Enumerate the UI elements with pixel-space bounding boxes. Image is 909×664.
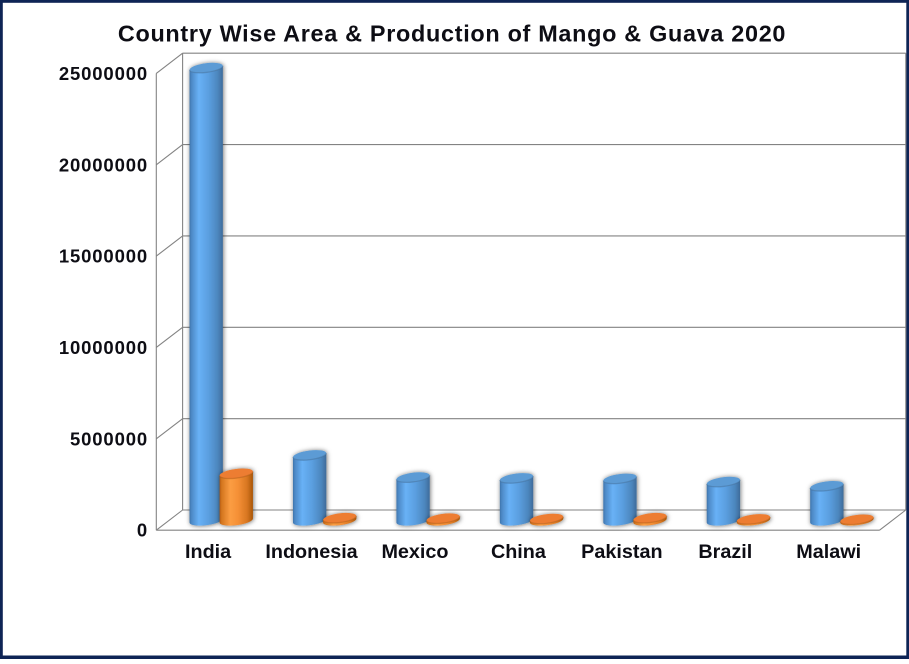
svg-text:Pakistan: Pakistan [581,541,662,563]
svg-text:Malawi: Malawi [796,541,861,563]
svg-text:Brazil: Brazil [698,541,752,563]
svg-text:India: India [185,541,232,563]
svg-text:10000000: 10000000 [59,337,148,358]
svg-text:15000000: 15000000 [59,246,148,267]
svg-text:China: China [491,541,547,563]
svg-text:20000000: 20000000 [59,154,148,175]
svg-text:0: 0 [137,520,148,541]
svg-text:Mexico: Mexico [381,541,448,563]
svg-text:25000000: 25000000 [59,63,148,84]
svg-text:Indonesia: Indonesia [265,541,358,563]
svg-text:5000000: 5000000 [70,428,148,449]
svg-text:Country Wise Area & Production: Country Wise Area & Production of Mango … [118,21,786,47]
